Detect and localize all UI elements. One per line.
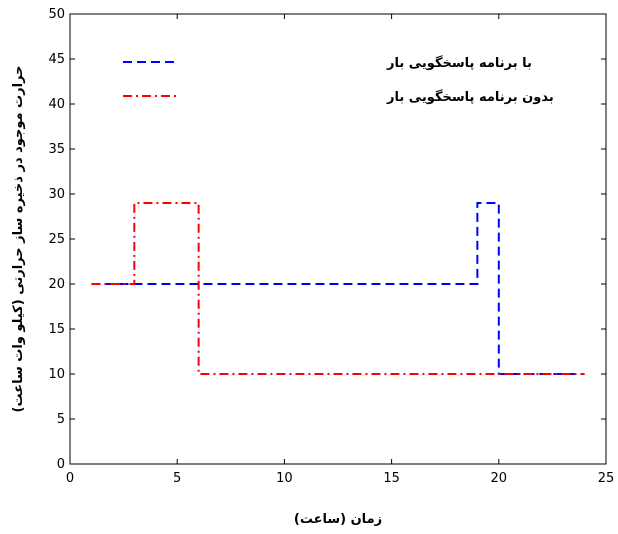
y-tick-label: 10 <box>48 367 65 382</box>
y-tick-label: 25 <box>48 232 65 247</box>
x-tick-label: 10 <box>276 471 293 486</box>
x-tick-label: 15 <box>383 471 400 486</box>
x-tick-label: 0 <box>66 471 74 486</box>
plot-area <box>69 13 607 465</box>
legend-label-1: با برنامه پاسخگویی بار <box>386 55 532 71</box>
y-tick-label: 20 <box>48 277 65 292</box>
y-tick-label: 15 <box>48 322 65 337</box>
y-tick-label: 5 <box>57 412 65 427</box>
y-tick-label: 45 <box>48 52 65 67</box>
y-tick-label: 0 <box>57 457 65 472</box>
series-line-2 <box>91 202 585 375</box>
y-tick-label: 30 <box>48 187 65 202</box>
x-tick-label: 20 <box>491 471 508 486</box>
y-axis-label: حرارت موجود در ذخیره ساز حرارتی (کیلو وا… <box>11 65 26 412</box>
y-tick-label: 40 <box>48 97 65 112</box>
series-layer <box>91 202 585 375</box>
x-tick-label: 5 <box>173 471 181 486</box>
x-tick-label: 25 <box>598 471 615 486</box>
legend: با برنامه پاسخگویی بار بدون برنامه پاسخگو… <box>123 55 554 105</box>
x-axis-label: زمان (ساعت) <box>294 512 382 527</box>
axis-ticks: 0 5 10 15 20 25 0 5 10 15 20 25 30 35 40 45 50 <box>48 7 614 486</box>
y-tick-label: 50 <box>48 7 65 22</box>
legend-label-2: بدون برنامه پاسخگویی بار <box>386 89 554 105</box>
y-tick-label: 35 <box>48 142 65 157</box>
